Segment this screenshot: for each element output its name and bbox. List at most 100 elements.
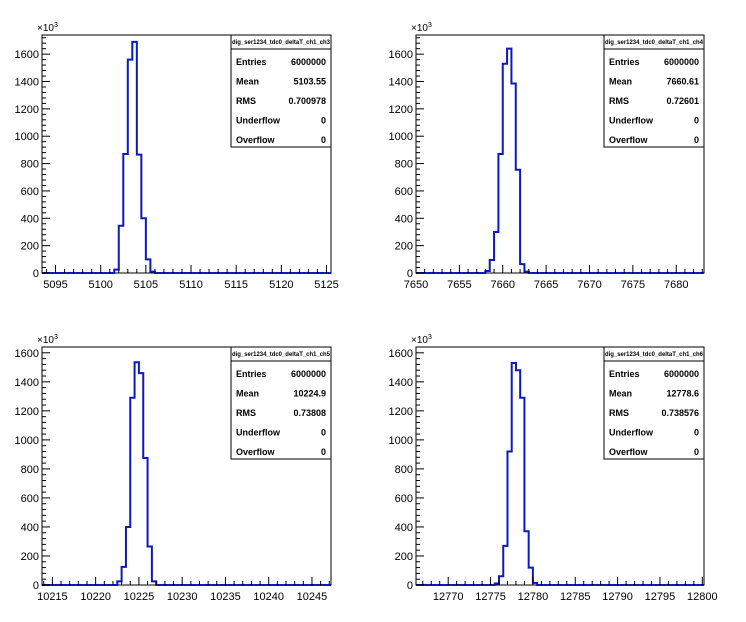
stat-value: 0	[321, 447, 326, 457]
y-tick-label: 600	[395, 186, 413, 198]
stats-box: dig_ser1234_tdc0_deltaT_ch1_ch3 Entries 60…	[230, 34, 332, 148]
stat-label: Entries	[609, 57, 640, 67]
stat-label: Underflow	[236, 116, 281, 126]
stat-value: 0.738576	[661, 408, 699, 418]
histogram-title: dig_ser1234_tdc0_deltaT_ch1_ch3	[232, 40, 331, 46]
y-tick-label: 200	[21, 551, 39, 563]
stat-label: Mean	[609, 77, 632, 87]
x-tick-label: 12795	[645, 591, 676, 603]
x-tick-label: 7675	[621, 279, 645, 291]
stat-label: Underflow	[609, 428, 654, 438]
y-tick-label: 600	[395, 493, 413, 505]
x-tick-label: 7660	[491, 279, 515, 291]
y-exponent-label: ×103	[411, 22, 432, 34]
stat-label: Underflow	[609, 116, 654, 126]
stat-label: RMS	[236, 408, 256, 418]
y-tick-label: 1200	[15, 406, 39, 418]
y-tick-label: 1400	[389, 377, 413, 389]
x-tick-label: 7650	[404, 279, 428, 291]
stat-label: Underflow	[236, 428, 281, 438]
x-tick-label: 5105	[134, 279, 158, 291]
x-tick-label: 10225	[124, 591, 155, 603]
stats-box: dig_ser1234_tdc0_deltaT_ch1_ch6 Entries 60…	[603, 346, 705, 460]
y-tick-label: 1400	[15, 77, 39, 89]
histogram-panel: 12770 12775 12780 12785 12790 12795 12800 0 200 4…	[389, 334, 718, 603]
y-tick-label: 1000	[389, 131, 413, 143]
stat-value: 0.72601	[666, 96, 699, 106]
x-tick-label: 12780	[518, 591, 549, 603]
stat-value: 0	[321, 135, 326, 145]
stat-value: 12778.6	[666, 389, 699, 399]
stat-label: Overflow	[609, 135, 649, 145]
stat-label: Entries	[609, 369, 640, 379]
stat-value: 0	[321, 428, 326, 438]
stat-label: Mean	[236, 389, 259, 399]
x-tick-label: 7680	[664, 279, 688, 291]
y-tick-label: 800	[21, 464, 39, 476]
stat-value: 6000000	[664, 369, 699, 379]
stats-box-frame	[603, 34, 705, 148]
y-tick-label: 1000	[389, 435, 413, 447]
y-tick-label: 600	[21, 186, 39, 198]
y-tick-label: 1600	[15, 49, 39, 61]
x-tick-label: 12800	[687, 591, 718, 603]
stat-value: 0.73808	[293, 408, 326, 418]
histogram-series-line	[416, 361, 704, 586]
x-tick-label: 10235	[210, 591, 241, 603]
x-tick-label: 12790	[602, 591, 633, 603]
y-tick-label: 0	[33, 580, 39, 592]
y-exponent-label: ×103	[37, 22, 58, 34]
histogram-title: dig_ser1234_tdc0_deltaT_ch1_ch5	[232, 352, 331, 358]
x-tick-label: 5125	[314, 279, 338, 291]
y-tick-label: 1200	[15, 104, 39, 116]
y-tick-label: 0	[33, 268, 39, 280]
histogram-panel: 10215 10220 10225 10230 10235 10240 10245 0 200 4…	[15, 334, 332, 603]
stat-label: Overflow	[236, 135, 276, 145]
stat-value: 6000000	[664, 57, 699, 67]
y-tick-label: 400	[21, 213, 39, 225]
y-tick-label: 0	[407, 268, 413, 280]
x-tick-label: 10220	[80, 591, 111, 603]
histogram-series-line	[416, 47, 704, 274]
x-tick-label: 5100	[88, 279, 112, 291]
histogram-title: dig_ser1234_tdc0_deltaT_ch1_ch4	[605, 40, 704, 46]
x-tick-label: 7655	[447, 279, 471, 291]
stat-value: 5103.55	[293, 77, 326, 87]
y-tick-label: 800	[395, 464, 413, 476]
y-exponent-label: ×103	[411, 334, 432, 346]
x-tick-label: 5110	[179, 279, 203, 291]
stat-label: RMS	[236, 96, 256, 106]
x-tick-label: 10230	[167, 591, 198, 603]
x-tick-label: 10215	[37, 591, 68, 603]
x-tick-label: 7670	[577, 279, 601, 291]
stat-label: Overflow	[609, 447, 649, 457]
y-tick-label: 1200	[389, 406, 413, 418]
stat-value: 0	[694, 135, 699, 145]
stat-label: Entries	[236, 369, 267, 379]
stat-value: 7660.61	[666, 77, 699, 87]
stats-box-frame	[230, 346, 332, 460]
x-tick-label: 12785	[560, 591, 591, 603]
y-tick-label: 400	[21, 522, 39, 534]
x-tick-label: 10240	[253, 591, 284, 603]
stat-value: 6000000	[291, 57, 326, 67]
y-tick-label: 400	[395, 213, 413, 225]
y-tick-label: 600	[21, 493, 39, 505]
x-tick-label: 5115	[224, 279, 248, 291]
stat-value: 0	[321, 116, 326, 126]
y-tick-label: 200	[395, 241, 413, 253]
y-tick-label: 1000	[15, 435, 39, 447]
histogram-series-line	[42, 361, 331, 586]
stats-box-frame	[603, 346, 705, 460]
y-tick-label: 1600	[15, 348, 39, 360]
stat-label: RMS	[609, 96, 629, 106]
stat-value: 6000000	[291, 369, 326, 379]
x-tick-label: 12770	[433, 591, 464, 603]
x-tick-label: 5120	[269, 279, 293, 291]
stat-label: Overflow	[236, 447, 276, 457]
y-tick-label: 0	[407, 580, 413, 592]
stats-box-frame	[230, 34, 332, 148]
y-tick-label: 1400	[15, 377, 39, 389]
stat-value: 0	[694, 428, 699, 438]
